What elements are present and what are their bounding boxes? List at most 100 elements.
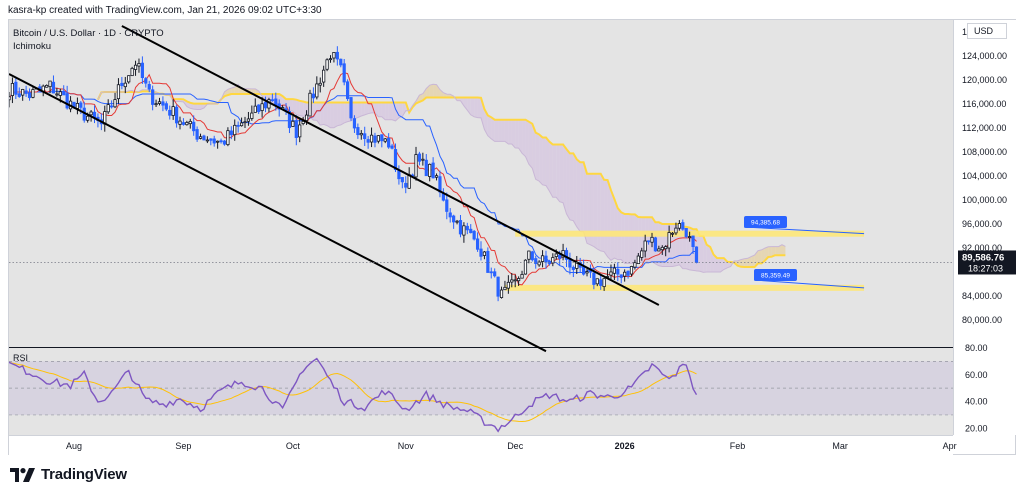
candle-body xyxy=(216,140,220,143)
candle-body xyxy=(677,223,681,229)
candle-body xyxy=(445,199,449,212)
ichimoku-cloud-segment xyxy=(631,214,635,264)
base-line xyxy=(9,90,697,273)
candle-body xyxy=(530,251,534,261)
candle-body xyxy=(239,122,244,127)
ichimoku-cloud-segment xyxy=(761,248,765,264)
ichimoku-cloud-segment xyxy=(593,173,598,250)
ichimoku-cloud-segment xyxy=(501,119,505,142)
ichimoku-cloud-segment xyxy=(436,84,440,98)
candle-body xyxy=(133,64,138,70)
candle-body xyxy=(346,81,350,100)
candle-body xyxy=(359,133,363,136)
candle-body xyxy=(147,84,151,90)
candle-body xyxy=(243,121,247,124)
ichimoku-cloud-segment xyxy=(504,119,509,145)
ichimoku-cloud-segment xyxy=(744,258,748,268)
candle-body xyxy=(144,78,148,84)
ichimoku-cloud-segment xyxy=(429,84,434,98)
time-axis-tick-label: Oct xyxy=(286,441,301,451)
chart-frame[interactable]: 80,000.00 84,000.00 92,000.00 96,000.00 100,… xyxy=(8,19,1017,455)
time-axis-tick-label: Feb xyxy=(730,441,746,451)
candle-body xyxy=(592,272,596,285)
symbol-title[interactable]: Bitcoin / U.S. Dollar · 1D · CRYPTO xyxy=(13,28,164,39)
candle-body xyxy=(304,114,309,121)
candle-body xyxy=(116,84,121,100)
candle-body xyxy=(448,212,452,218)
candle-body xyxy=(137,63,141,67)
candle-body xyxy=(236,124,240,127)
candle-body xyxy=(55,93,59,96)
rsi-axis-tick-label: 80.00 xyxy=(965,343,988,353)
candle-body xyxy=(438,176,442,193)
candle-body xyxy=(551,257,555,264)
callout-leader-line xyxy=(743,226,865,235)
candle-body xyxy=(428,163,432,177)
ichimoku-cloud-segment xyxy=(590,173,594,247)
candle-body xyxy=(27,92,32,99)
ichimoku-cloud-segment xyxy=(604,179,608,257)
candle-body xyxy=(387,137,391,148)
ichimoku-cloud-segment xyxy=(628,213,632,264)
candle-body xyxy=(21,89,25,96)
callout-leader-line xyxy=(753,279,865,289)
ichimoku-cloud-segment xyxy=(515,119,519,149)
candle-body xyxy=(226,130,230,146)
candle-body xyxy=(558,254,562,259)
currency-button[interactable]: USD xyxy=(967,23,1007,39)
candle-body xyxy=(434,175,439,178)
ichimoku-cloud-segment xyxy=(587,173,591,245)
price-axis[interactable] xyxy=(953,20,1017,435)
candle-body xyxy=(465,225,469,231)
ichimoku-cloud-segment xyxy=(614,199,618,260)
candle-body xyxy=(691,235,695,248)
ichimoku-cloud-segment xyxy=(402,102,406,117)
ichimoku-cloud-segment xyxy=(487,115,492,139)
candle-body xyxy=(9,96,11,101)
price-pane[interactable] xyxy=(9,20,953,347)
time-axis-tick-label: 2026 xyxy=(615,441,635,451)
current-price-badge xyxy=(958,250,1016,275)
ichimoku-cloud-segment xyxy=(682,226,687,269)
candle-body xyxy=(157,101,162,104)
price-axis-tick-label: 80,000.00 xyxy=(962,315,1002,325)
time-axis[interactable] xyxy=(9,435,953,455)
indicator-label[interactable]: Ichimoku xyxy=(13,41,52,52)
candle-body xyxy=(65,93,69,109)
ichimoku-cloud-segment xyxy=(747,256,752,268)
candle-body xyxy=(616,268,620,275)
candle-body xyxy=(45,84,49,88)
candle-body xyxy=(219,140,223,143)
leading-span-a-line xyxy=(97,83,786,273)
ichimoku-cloud-segment xyxy=(392,102,396,121)
pane-separator[interactable] xyxy=(9,347,1017,348)
candle-body xyxy=(674,227,678,234)
ichimoku-cloud-segment xyxy=(600,173,605,252)
candle-body xyxy=(646,240,651,243)
candle-body xyxy=(455,220,459,223)
candle-body xyxy=(599,279,603,286)
candle-body xyxy=(582,266,586,275)
candle-body xyxy=(332,52,336,59)
candle-body xyxy=(688,236,692,238)
ichimoku-cloud-segment xyxy=(556,144,560,202)
candle-body xyxy=(404,182,408,188)
candle-body xyxy=(513,279,517,282)
price-axis-tick-label: 96,000.00 xyxy=(962,219,1002,229)
rsi-label[interactable]: RSI xyxy=(13,353,29,363)
candle-body xyxy=(629,266,634,275)
candle-body xyxy=(414,154,418,178)
candle-body xyxy=(14,81,18,95)
candle-body xyxy=(554,253,558,257)
chart-legend[interactable]: Bitcoin / U.S. Dollar · 1D · CRYPTO Ichi… xyxy=(13,27,164,53)
ichimoku-cloud-segment xyxy=(474,97,478,118)
ichimoku-cloud-segment xyxy=(717,257,721,272)
rsi-line xyxy=(9,357,698,433)
tradingview-logo[interactable]: TradingView xyxy=(10,466,127,483)
candle-body xyxy=(352,118,357,129)
time-axis-tick-label: Mar xyxy=(832,441,848,451)
candle-body xyxy=(670,232,675,235)
ichimoku-cloud-segment xyxy=(648,217,653,263)
ichimoku-cloud-segment xyxy=(508,119,512,145)
ichimoku-cloud-segment xyxy=(610,190,615,261)
